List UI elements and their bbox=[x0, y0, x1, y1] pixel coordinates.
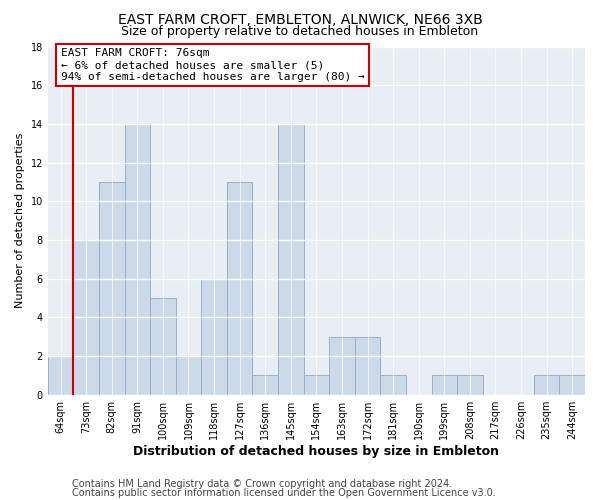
Bar bbox=[329, 336, 355, 394]
Bar bbox=[201, 278, 227, 394]
Text: Size of property relative to detached houses in Embleton: Size of property relative to detached ho… bbox=[121, 25, 479, 38]
Bar bbox=[457, 376, 482, 394]
Bar bbox=[73, 240, 99, 394]
Bar bbox=[48, 356, 73, 395]
Bar bbox=[125, 124, 150, 394]
Text: EAST FARM CROFT, EMBLETON, ALNWICK, NE66 3XB: EAST FARM CROFT, EMBLETON, ALNWICK, NE66… bbox=[118, 12, 482, 26]
Text: Contains public sector information licensed under the Open Government Licence v3: Contains public sector information licen… bbox=[72, 488, 496, 498]
Bar bbox=[304, 376, 329, 394]
Bar bbox=[355, 336, 380, 394]
Bar bbox=[176, 356, 201, 395]
X-axis label: Distribution of detached houses by size in Embleton: Distribution of detached houses by size … bbox=[133, 444, 499, 458]
Text: Contains HM Land Registry data © Crown copyright and database right 2024.: Contains HM Land Registry data © Crown c… bbox=[72, 479, 452, 489]
Bar bbox=[278, 124, 304, 394]
Y-axis label: Number of detached properties: Number of detached properties bbox=[15, 133, 25, 308]
Bar bbox=[534, 376, 559, 394]
Bar bbox=[253, 376, 278, 394]
Bar bbox=[99, 182, 125, 394]
Bar bbox=[227, 182, 253, 394]
Bar bbox=[380, 376, 406, 394]
Bar bbox=[150, 298, 176, 394]
Text: EAST FARM CROFT: 76sqm
← 6% of detached houses are smaller (5)
94% of semi-detac: EAST FARM CROFT: 76sqm ← 6% of detached … bbox=[61, 48, 364, 82]
Bar bbox=[431, 376, 457, 394]
Bar bbox=[559, 376, 585, 394]
